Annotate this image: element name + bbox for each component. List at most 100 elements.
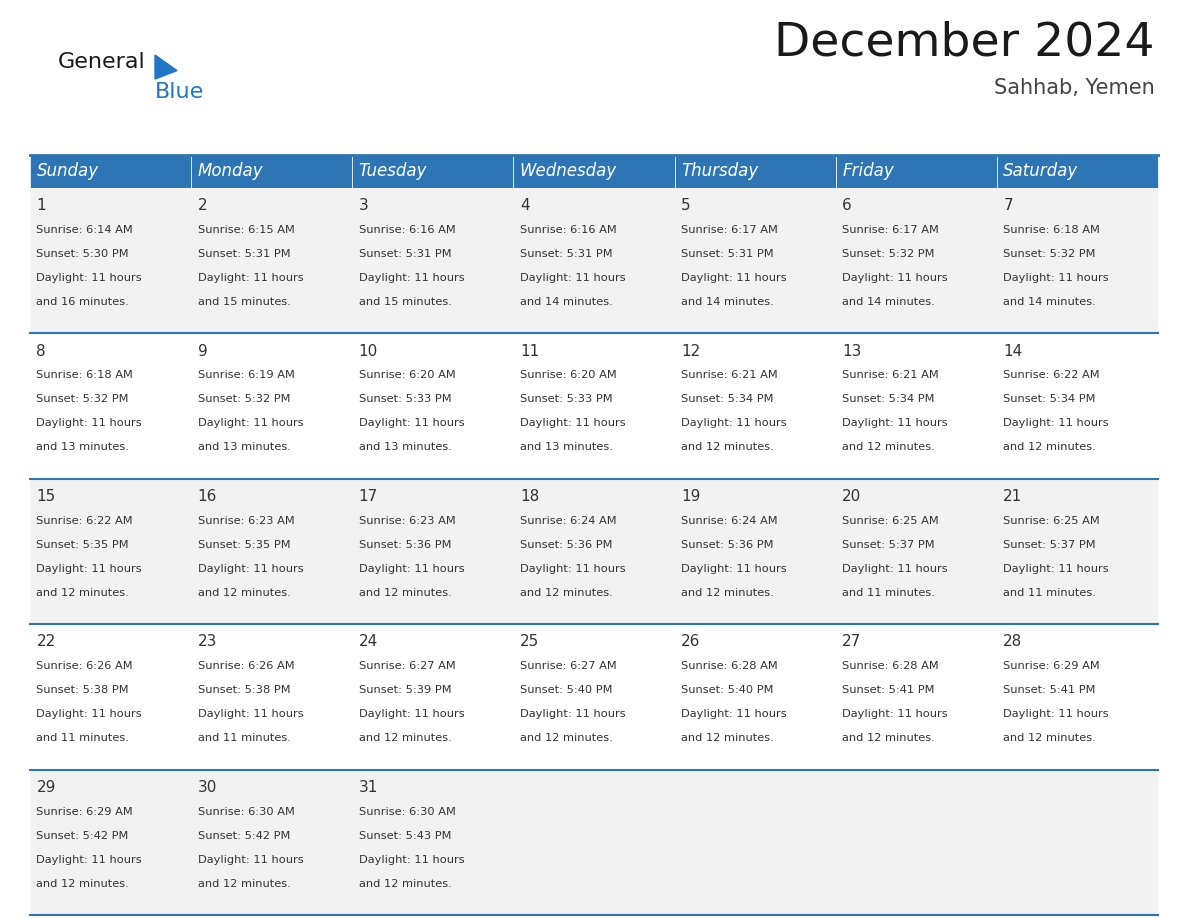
Text: Sunset: 5:34 PM: Sunset: 5:34 PM (681, 395, 773, 405)
Text: Sunrise: 6:30 AM: Sunrise: 6:30 AM (197, 807, 295, 817)
Text: 11: 11 (520, 343, 539, 359)
Bar (513, 479, 675, 624)
Text: Sunset: 5:32 PM: Sunset: 5:32 PM (37, 395, 129, 405)
Text: 23: 23 (197, 634, 217, 649)
Text: Daylight: 11 hours: Daylight: 11 hours (359, 855, 465, 865)
Bar (353, 479, 513, 624)
Text: Daylight: 11 hours: Daylight: 11 hours (197, 273, 303, 283)
Bar (513, 333, 675, 479)
Text: Sunset: 5:36 PM: Sunset: 5:36 PM (681, 540, 773, 550)
Bar (675, 479, 835, 624)
Text: Daylight: 11 hours: Daylight: 11 hours (197, 419, 303, 429)
Text: Sunset: 5:41 PM: Sunset: 5:41 PM (842, 685, 935, 695)
Text: and 11 minutes.: and 11 minutes. (37, 733, 129, 744)
Text: and 14 minutes.: and 14 minutes. (842, 297, 935, 307)
Text: Sunrise: 6:25 AM: Sunrise: 6:25 AM (1004, 516, 1100, 526)
Text: 21: 21 (1004, 489, 1023, 504)
Text: Sunset: 5:35 PM: Sunset: 5:35 PM (197, 540, 290, 550)
Text: Sunset: 5:37 PM: Sunset: 5:37 PM (1004, 540, 1095, 550)
Text: Saturday: Saturday (1004, 162, 1079, 181)
Text: Sunrise: 6:30 AM: Sunrise: 6:30 AM (359, 807, 456, 817)
Text: Sunrise: 6:17 AM: Sunrise: 6:17 AM (681, 225, 778, 235)
Text: 27: 27 (842, 634, 861, 649)
Text: Daylight: 11 hours: Daylight: 11 hours (37, 710, 143, 720)
Text: Daylight: 11 hours: Daylight: 11 hours (842, 419, 948, 429)
Text: 7: 7 (1004, 198, 1013, 213)
Text: Sunset: 5:43 PM: Sunset: 5:43 PM (359, 831, 451, 841)
Text: Sunset: 5:33 PM: Sunset: 5:33 PM (520, 395, 613, 405)
Text: Daylight: 11 hours: Daylight: 11 hours (359, 273, 465, 283)
Text: Daylight: 11 hours: Daylight: 11 hours (197, 564, 303, 574)
Text: Daylight: 11 hours: Daylight: 11 hours (1004, 564, 1108, 574)
Text: Sunset: 5:36 PM: Sunset: 5:36 PM (359, 540, 451, 550)
Text: Daylight: 11 hours: Daylight: 11 hours (37, 273, 143, 283)
Text: Sunrise: 6:29 AM: Sunrise: 6:29 AM (1004, 661, 1100, 671)
Text: Sunrise: 6:16 AM: Sunrise: 6:16 AM (520, 225, 617, 235)
Text: Sunrise: 6:21 AM: Sunrise: 6:21 AM (681, 371, 778, 380)
Text: 10: 10 (359, 343, 378, 359)
Text: and 12 minutes.: and 12 minutes. (359, 588, 451, 598)
Text: and 12 minutes.: and 12 minutes. (681, 733, 773, 744)
Text: Sunset: 5:35 PM: Sunset: 5:35 PM (37, 540, 129, 550)
Text: and 11 minutes.: and 11 minutes. (197, 733, 290, 744)
Text: Daylight: 11 hours: Daylight: 11 hours (197, 710, 303, 720)
Text: 3: 3 (359, 198, 368, 213)
Text: and 12 minutes.: and 12 minutes. (520, 733, 613, 744)
Text: Sunrise: 6:21 AM: Sunrise: 6:21 AM (842, 371, 939, 380)
Bar (513, 624, 675, 769)
Text: Sunset: 5:41 PM: Sunset: 5:41 PM (1004, 685, 1095, 695)
Text: 31: 31 (359, 779, 378, 795)
Text: Sunset: 5:31 PM: Sunset: 5:31 PM (197, 249, 290, 259)
Text: Sunrise: 6:24 AM: Sunrise: 6:24 AM (520, 516, 617, 526)
Bar (513, 155, 675, 188)
Text: Sunrise: 6:22 AM: Sunrise: 6:22 AM (37, 516, 133, 526)
Text: Daylight: 11 hours: Daylight: 11 hours (37, 855, 143, 865)
Text: Sunset: 5:33 PM: Sunset: 5:33 PM (359, 395, 451, 405)
Bar (997, 479, 1158, 624)
Text: Sunrise: 6:18 AM: Sunrise: 6:18 AM (37, 371, 133, 380)
Text: 14: 14 (1004, 343, 1023, 359)
Text: Daylight: 11 hours: Daylight: 11 hours (520, 710, 626, 720)
Bar (191, 155, 353, 188)
Text: Sunset: 5:32 PM: Sunset: 5:32 PM (1004, 249, 1095, 259)
Text: Sunrise: 6:25 AM: Sunrise: 6:25 AM (842, 516, 939, 526)
Text: 13: 13 (842, 343, 861, 359)
Text: Blue: Blue (154, 82, 204, 102)
Text: Daylight: 11 hours: Daylight: 11 hours (359, 710, 465, 720)
Polygon shape (154, 55, 177, 79)
Text: Sunset: 5:36 PM: Sunset: 5:36 PM (520, 540, 612, 550)
Bar (675, 155, 835, 188)
Text: Sunset: 5:40 PM: Sunset: 5:40 PM (681, 685, 773, 695)
Text: Sunset: 5:31 PM: Sunset: 5:31 PM (359, 249, 451, 259)
Bar (30, 479, 191, 624)
Text: Sunset: 5:30 PM: Sunset: 5:30 PM (37, 249, 129, 259)
Text: and 13 minutes.: and 13 minutes. (359, 442, 451, 453)
Text: and 12 minutes.: and 12 minutes. (842, 442, 935, 453)
Text: 26: 26 (681, 634, 701, 649)
Text: Sunset: 5:32 PM: Sunset: 5:32 PM (842, 249, 935, 259)
Text: Sunset: 5:40 PM: Sunset: 5:40 PM (520, 685, 612, 695)
Text: Sunrise: 6:15 AM: Sunrise: 6:15 AM (197, 225, 295, 235)
Text: and 12 minutes.: and 12 minutes. (37, 588, 129, 598)
Text: Sunrise: 6:20 AM: Sunrise: 6:20 AM (359, 371, 455, 380)
Text: and 11 minutes.: and 11 minutes. (842, 588, 935, 598)
Bar (997, 188, 1158, 333)
Bar (30, 155, 191, 188)
Text: Sunset: 5:31 PM: Sunset: 5:31 PM (520, 249, 613, 259)
Text: 12: 12 (681, 343, 700, 359)
Bar (997, 333, 1158, 479)
Text: Sunset: 5:42 PM: Sunset: 5:42 PM (37, 831, 128, 841)
Text: Daylight: 11 hours: Daylight: 11 hours (359, 419, 465, 429)
Text: and 12 minutes.: and 12 minutes. (520, 588, 613, 598)
Text: Daylight: 11 hours: Daylight: 11 hours (681, 710, 786, 720)
Text: Sunrise: 6:20 AM: Sunrise: 6:20 AM (520, 371, 617, 380)
Text: Sunday: Sunday (37, 162, 99, 181)
Text: and 12 minutes.: and 12 minutes. (359, 733, 451, 744)
Text: 25: 25 (520, 634, 539, 649)
Bar (30, 188, 191, 333)
Text: Sunrise: 6:27 AM: Sunrise: 6:27 AM (520, 661, 617, 671)
Text: 17: 17 (359, 489, 378, 504)
Text: Sunset: 5:34 PM: Sunset: 5:34 PM (842, 395, 935, 405)
Text: and 12 minutes.: and 12 minutes. (1004, 442, 1097, 453)
Text: Sunrise: 6:24 AM: Sunrise: 6:24 AM (681, 516, 778, 526)
